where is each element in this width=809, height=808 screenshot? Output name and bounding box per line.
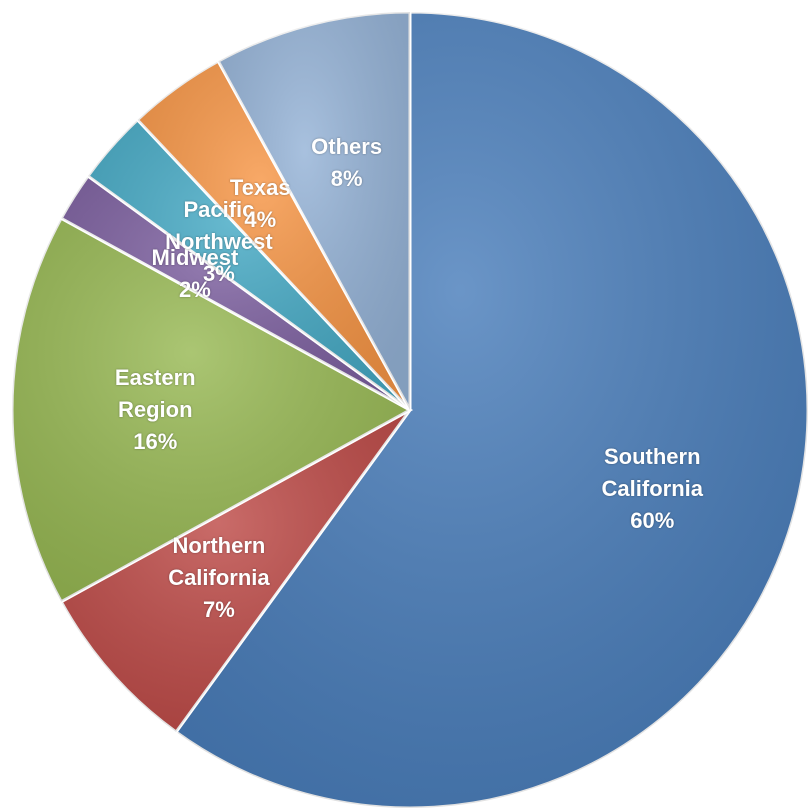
slice-label: Texas 4% [190, 172, 330, 236]
slice-label: Pacific Northwest 3% [149, 194, 289, 290]
slice-shading [88, 119, 411, 410]
slice-label: Midwest 2% [125, 242, 265, 306]
slice-label: Southern California 60% [582, 441, 722, 537]
value-label: 16% [133, 429, 178, 454]
category-label: Others [311, 134, 383, 160]
slice-label: Northern California 7% [149, 530, 289, 626]
category-label: Pacific Northwest [165, 196, 273, 254]
slice-label: Others 8% [277, 131, 417, 195]
category-label: Northern California [168, 533, 270, 591]
slice-shading [61, 176, 410, 410]
value-label: 2% [179, 276, 211, 302]
category-label: Eastern Region [114, 365, 196, 422]
category-label: Texas [229, 174, 291, 200]
category-label: Southern California [601, 443, 703, 501]
slice-label: Eastern Region 16% [85, 362, 225, 458]
value-label: 8% [330, 166, 363, 192]
slice-shading [137, 61, 411, 410]
category-label: Midwest [151, 244, 239, 270]
value-label: 4% [244, 206, 277, 232]
slice-shading [12, 218, 411, 602]
slice-shading [61, 410, 410, 732]
slice-shading [176, 12, 808, 808]
value-label: 3% [203, 260, 235, 286]
slice-shading [218, 12, 410, 410]
value-label: 60% [630, 507, 675, 533]
value-label: 7% [203, 597, 235, 623]
